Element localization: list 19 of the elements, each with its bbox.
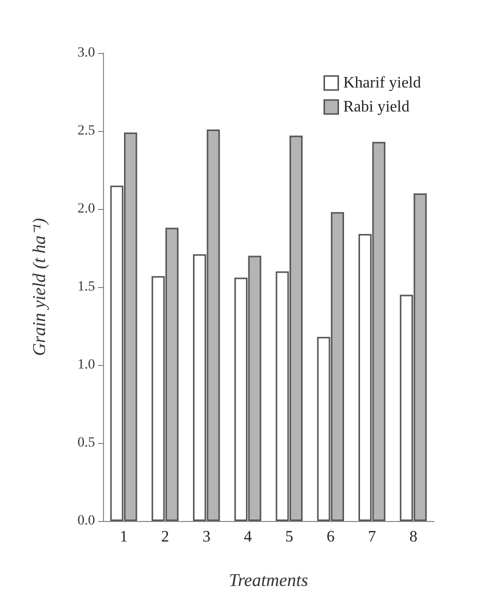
- legend-label: Rabi yield: [343, 98, 410, 116]
- y-axis-title: Grain yield (t ha⁻¹): [29, 218, 49, 356]
- x-tick-label: 2: [161, 528, 170, 546]
- y-tick-label: 1.0: [78, 358, 95, 372]
- legend-label: Kharif yield: [343, 74, 421, 92]
- y-tick-label: 2.5: [78, 124, 95, 138]
- y-tick-label: 3.0: [78, 46, 95, 60]
- x-tick-label: 7: [368, 528, 376, 546]
- y-tick-label: 0.5: [78, 436, 95, 450]
- x-tick-label: 5: [285, 528, 294, 546]
- x-tick-label: 1: [120, 528, 128, 546]
- x-tick-label: 3: [202, 528, 210, 546]
- y-tick-label: 0.0: [78, 514, 95, 528]
- y-tick-label: 1.5: [78, 280, 95, 294]
- x-tick-label: 8: [409, 528, 418, 546]
- x-tick-label: 6: [326, 528, 335, 546]
- y-tick-label: 2.0: [78, 202, 95, 216]
- x-tick-label: 4: [244, 528, 252, 546]
- x-axis-title: Treatments: [228, 570, 308, 590]
